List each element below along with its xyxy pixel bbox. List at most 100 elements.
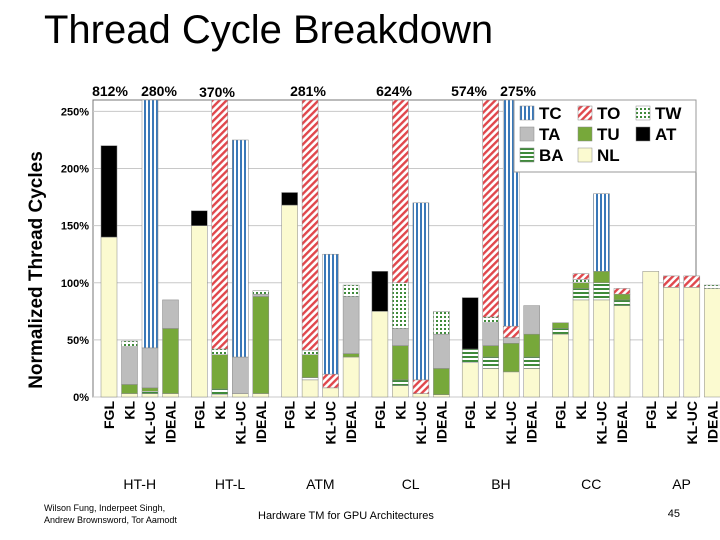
y-axis-ticks: 0% 50% 100% 150% 200% 250% [61,106,89,404]
legend-swatch-nl [577,147,593,163]
group-label: BH [491,476,510,492]
bar-labels-layer: FGL KL KL-UC IDEAL FGL KL KL-UC IDEAL FGL KL KL-UC… [101,401,720,445]
bar-segment-tc [593,193,610,272]
bar-segment-nl [461,362,479,398]
bar-segment-tu [162,328,179,394]
legend-swatch-at [635,126,651,142]
y-tick-label: 0% [73,392,89,404]
bar-label: FGL [282,401,298,429]
group-label: HT-L [215,476,246,492]
bar-segment-nl [100,236,118,398]
bar-label: FGL [553,401,569,429]
y-tick-label: 100% [61,278,89,290]
clipped-value-label: 281% [290,83,326,99]
bar-segment-nl [162,393,179,398]
author-line-1: Wilson Fung, Inderpeet Singh, [44,503,166,513]
bar-segment-ta [342,296,360,354]
group-label: ATM [306,476,335,492]
bar-segment-nl [211,394,229,398]
bar-segment-ta [232,356,249,394]
bar-label: IDEAL [614,401,630,443]
bar-segment-to [502,325,520,338]
slide-title: Thread Cycle Breakdown [44,8,494,52]
legend-swatch-ba [519,147,535,163]
group-bh [461,99,540,398]
bar-segment-ta [392,328,409,346]
y-tick-label: 50% [67,335,89,347]
group-labels-layer: HT-H HT-L ATM CL BH CC AP [123,476,690,492]
bar-segment-tu [613,293,631,301]
bar-segment-to [663,275,680,288]
bar-segment-ba [523,356,540,369]
group-atm [281,99,360,398]
legend-label-to: TO [597,104,620,123]
bar-segment-tw [301,349,319,355]
bar-label: KL-UC [142,401,158,445]
legend-label-tw: TW [655,104,682,123]
y-tick-label: 200% [61,164,89,176]
bar-segment-tw [433,311,450,335]
bar-segment-nl [392,385,409,398]
bar-label: IDEAL [163,401,179,443]
group-cc [552,193,631,398]
bar-segment-ta [482,322,499,346]
bar-segment-tu [482,345,499,358]
bar-segment-ba [392,379,409,386]
bar-segment-to [572,273,590,280]
bar-segment-to [683,275,701,288]
bar-segment-tc [412,202,430,381]
talk-title: Hardware TM for GPU Architectures [258,510,434,522]
group-label: AP [672,476,691,492]
bar-label: KL-UC [503,401,519,445]
clipped-value-label: 370% [199,84,235,100]
group-ht-l [191,99,270,398]
bar-segment-tu [593,271,610,284]
bar-segment-to [211,99,229,350]
bar-segment-to [482,99,499,318]
bar-segment-tu [211,354,229,390]
bar-segment-to [301,99,319,351]
bar-label: IDEAL [343,401,359,443]
bar-segment-to [322,373,339,389]
bar-segment-nl [322,387,339,398]
bar-segment-nl [663,287,680,398]
bar-label: FGL [372,401,388,429]
bar-segment-nl [371,311,389,398]
legend: TC TO TW TA TU AT BA NL [513,99,697,173]
bar-segment-at [461,297,479,350]
bar-label: KL-UC [594,401,610,445]
bar-segment-ta [121,346,138,385]
group-label: CL [402,476,420,492]
bar-segment-tw [704,284,720,289]
group-ht-h [100,99,179,398]
y-tick-label: 250% [61,106,89,118]
bar-segment-tu [301,354,319,378]
bar-segment-ba [301,377,319,381]
legend-label-tc: TC [539,104,562,123]
bar-segment-nl [572,299,590,398]
bar-segment-ba [141,391,159,394]
bar-segment-nl [232,393,249,398]
bar-segment-tc [141,99,159,349]
bar-segment-ba [211,388,229,395]
clipped-value-label: 624% [376,83,412,99]
bar-segment-tu [523,333,540,358]
legend-swatch-tc [519,105,535,121]
bar-segment-tw [342,284,360,297]
bar-label: FGL [191,401,207,429]
y-axis-label: Normalized Thread Cycles [26,151,47,389]
bar-segment-tu [433,368,450,395]
bar-segment-nl [342,356,360,398]
bar-segment-nl [642,271,660,398]
bar-label: IDEAL [253,401,269,443]
clipped-value-labels: 812% 280% 370% 281% 624% 574% 275% [92,83,536,100]
bar-segment-nl [121,393,138,398]
bar-segment-ba [572,288,590,301]
bar-label: IDEAL [524,401,540,443]
bar-label: FGL [462,401,478,429]
bar-segment-nl [433,394,450,398]
bar-segment-tu [121,384,138,394]
bar-segment-nl [482,368,499,398]
bar-segment-tw [121,340,138,347]
legend-swatch-to [577,105,593,121]
